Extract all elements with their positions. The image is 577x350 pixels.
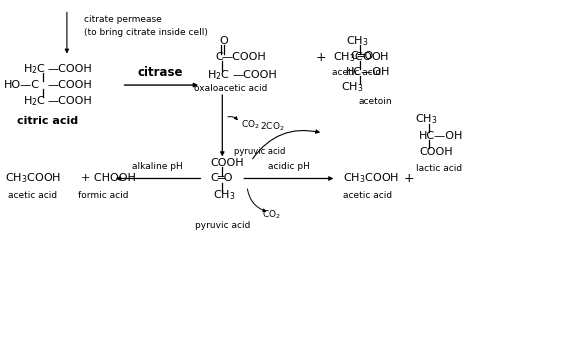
Text: formic acid: formic acid xyxy=(78,191,129,200)
Text: $\mathsf{CO_2}$: $\mathsf{CO_2}$ xyxy=(262,209,280,221)
Text: $\mathsf{CH_3}$: $\mathsf{CH_3}$ xyxy=(346,34,369,48)
Text: HO—C: HO—C xyxy=(3,80,40,90)
Text: $\mathsf{CH_3}$: $\mathsf{CH_3}$ xyxy=(415,112,438,126)
Text: HC—OH: HC—OH xyxy=(346,67,391,77)
Text: ═O: ═O xyxy=(217,174,233,183)
Text: $\mathsf{H_2C}$: $\mathsf{H_2C}$ xyxy=(23,62,46,76)
Text: citrase: citrase xyxy=(138,66,183,79)
Text: —COOH: —COOH xyxy=(48,96,93,106)
Text: —COOH: —COOH xyxy=(48,64,93,74)
Text: acidic pH: acidic pH xyxy=(268,162,309,171)
Text: acetic acid: acetic acid xyxy=(343,191,392,200)
Text: +: + xyxy=(316,51,327,64)
Text: acetic acid: acetic acid xyxy=(332,68,381,77)
Text: —COOH: —COOH xyxy=(48,80,93,90)
Text: —COOH: —COOH xyxy=(232,70,277,79)
Text: $\mathsf{CO_2}$: $\mathsf{CO_2}$ xyxy=(241,118,260,131)
Text: + CHOOH: + CHOOH xyxy=(81,174,136,183)
Text: O: O xyxy=(220,36,228,46)
Text: pyruvic acid: pyruvic acid xyxy=(234,147,286,156)
Text: lactic acid: lactic acid xyxy=(416,163,462,173)
Text: +: + xyxy=(404,172,415,185)
Text: (to bring citrate inside cell): (to bring citrate inside cell) xyxy=(84,28,208,36)
Text: C: C xyxy=(215,52,223,62)
Text: C═O: C═O xyxy=(351,51,374,62)
Text: acetic acid: acetic acid xyxy=(8,191,57,200)
Text: HC—OH: HC—OH xyxy=(418,131,463,141)
Text: $\mathsf{CH_3}$: $\mathsf{CH_3}$ xyxy=(212,188,235,202)
Text: citric acid: citric acid xyxy=(17,116,78,126)
Text: COOH: COOH xyxy=(419,147,454,157)
Text: $\mathsf{CH_3COOH}$: $\mathsf{CH_3COOH}$ xyxy=(5,172,61,186)
Text: $\mathsf{H_2C}$: $\mathsf{H_2C}$ xyxy=(207,68,230,82)
Text: citrate permease: citrate permease xyxy=(84,15,162,24)
Text: $\mathsf{H_2C}$: $\mathsf{H_2C}$ xyxy=(23,94,46,108)
Text: $\mathsf{CH_3COOH}$: $\mathsf{CH_3COOH}$ xyxy=(334,50,389,64)
Text: —COOH: —COOH xyxy=(222,52,267,62)
Text: C: C xyxy=(211,174,219,183)
Text: $\mathsf{CH_3}$: $\mathsf{CH_3}$ xyxy=(340,80,363,94)
Text: acetoin: acetoin xyxy=(358,97,392,106)
Text: COOH: COOH xyxy=(211,158,245,168)
Text: pyruvic acid: pyruvic acid xyxy=(194,221,250,230)
Text: oxaloacetic acid: oxaloacetic acid xyxy=(194,84,268,93)
Text: $\mathsf{CH_3COOH}$: $\mathsf{CH_3COOH}$ xyxy=(343,172,399,186)
Text: $\mathsf{2CO_2}$: $\mathsf{2CO_2}$ xyxy=(260,121,284,133)
Text: alkaline pH: alkaline pH xyxy=(132,162,183,171)
